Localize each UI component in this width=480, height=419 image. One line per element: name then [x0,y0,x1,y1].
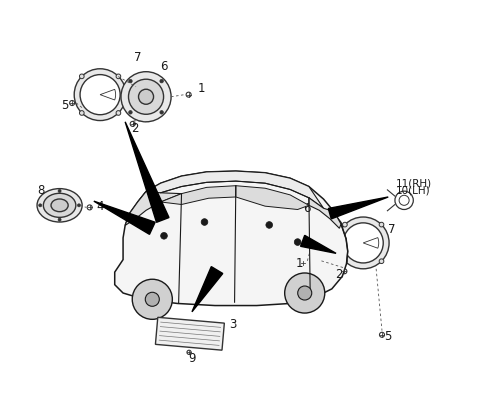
Circle shape [335,250,338,253]
Circle shape [74,69,126,121]
Circle shape [39,204,42,207]
Text: 7: 7 [133,51,141,64]
Text: 5: 5 [61,99,69,112]
Circle shape [305,220,338,253]
Circle shape [294,239,301,246]
Circle shape [305,250,308,253]
Ellipse shape [43,193,76,217]
Text: 10(LH): 10(LH) [396,186,430,196]
Circle shape [129,111,132,114]
Circle shape [116,111,121,115]
Text: 11(RH): 11(RH) [396,178,432,189]
Text: 2: 2 [335,268,343,281]
Circle shape [80,75,120,115]
Circle shape [335,220,338,223]
Circle shape [77,204,81,207]
Ellipse shape [51,199,68,212]
Circle shape [139,89,154,104]
Circle shape [201,219,208,225]
Polygon shape [125,191,181,225]
Polygon shape [192,266,223,312]
Circle shape [343,222,347,227]
Circle shape [121,72,171,122]
Circle shape [343,223,383,263]
Ellipse shape [37,189,82,222]
Text: 9: 9 [188,352,195,365]
Text: 2: 2 [132,122,139,134]
Text: 7: 7 [388,223,396,236]
Circle shape [129,79,132,83]
Bar [156,317,224,350]
Text: 6: 6 [160,60,168,73]
Circle shape [145,292,159,306]
Circle shape [266,222,273,228]
Polygon shape [94,201,155,234]
Circle shape [343,259,347,264]
Polygon shape [125,122,169,222]
Circle shape [305,220,308,223]
Circle shape [116,74,121,79]
Circle shape [298,286,312,300]
Circle shape [80,74,84,79]
Text: 8: 8 [37,184,45,197]
Circle shape [315,230,328,243]
Polygon shape [300,235,336,253]
Text: 3: 3 [229,318,237,331]
Text: 5: 5 [384,330,392,344]
Wedge shape [100,89,116,100]
Polygon shape [161,186,236,204]
Circle shape [58,218,61,221]
Circle shape [132,279,172,319]
Circle shape [379,259,384,264]
Circle shape [58,189,61,192]
Text: 1: 1 [296,257,303,270]
Polygon shape [328,197,388,219]
Text: 1: 1 [197,82,205,95]
Circle shape [80,111,84,115]
Wedge shape [363,238,379,248]
Circle shape [285,273,325,313]
Polygon shape [236,186,309,210]
Polygon shape [138,171,324,208]
Circle shape [161,233,168,239]
Circle shape [379,222,384,227]
Circle shape [297,212,346,261]
Circle shape [160,79,163,83]
Text: 4: 4 [96,200,104,213]
Text: 6: 6 [303,202,310,215]
Polygon shape [309,198,341,228]
Circle shape [129,79,164,114]
Circle shape [337,217,389,269]
Circle shape [160,111,163,114]
Polygon shape [115,171,348,305]
